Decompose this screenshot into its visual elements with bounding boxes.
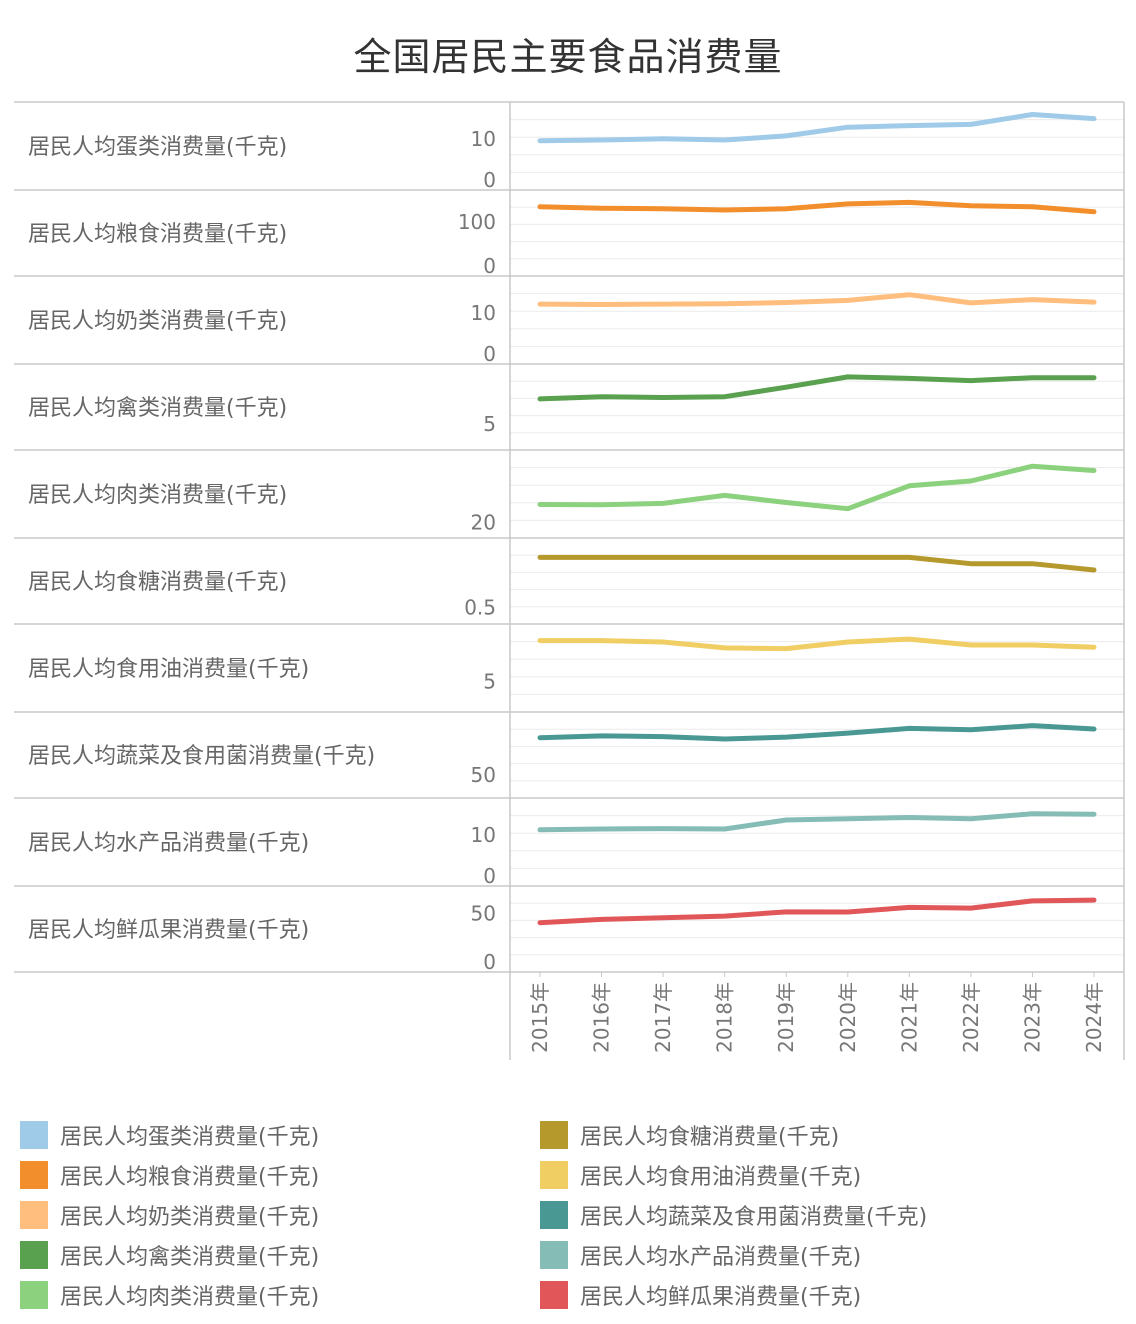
- x-tick-label: 2021年: [897, 982, 921, 1053]
- row-label: 居民人均食用油消费量(千克): [28, 657, 309, 682]
- y-tick-label: 10: [471, 127, 496, 151]
- legend-label: 居民人均蛋类消费量(千克): [60, 1125, 320, 1150]
- legend-item[interactable]: 居民人均鲜瓜果消费量(千克): [540, 1278, 861, 1312]
- series-line: [537, 811, 1097, 833]
- series-line: [537, 112, 1097, 144]
- y-tick-label: 0: [483, 950, 496, 974]
- y-tick-label: 0.5: [464, 596, 496, 620]
- chart-title: 全国居民主要食品消费量: [353, 35, 783, 79]
- legend-label: 居民人均肉类消费量(千克): [60, 1285, 320, 1310]
- x-tick-label: 2020年: [836, 982, 860, 1053]
- legend-label: 居民人均水产品消费量(千克): [580, 1245, 862, 1270]
- y-tick-label: 20: [471, 510, 496, 534]
- legend-item[interactable]: 居民人均肉类消费量(千克): [20, 1278, 319, 1312]
- small-multiples-line-chart: 居民人均蛋类消费量(千克)010居民人均粮食消费量(千克)0100居民人均奶类消…: [14, 101, 1125, 1060]
- legend-item[interactable]: 居民人均禽类消费量(千克): [20, 1238, 319, 1272]
- legend-item[interactable]: 居民人均奶类消费量(千克): [20, 1198, 319, 1232]
- x-tick-label: 2018年: [713, 982, 737, 1053]
- y-tick-label: 0: [483, 342, 496, 366]
- x-tick-label: 2023年: [1020, 982, 1044, 1053]
- series-line: [537, 723, 1097, 742]
- legend-label: 居民人均禽类消费量(千克): [60, 1245, 320, 1270]
- row-label: 居民人均肉类消费量(千克): [28, 483, 287, 508]
- row-label: 居民人均禽类消费量(千克): [28, 396, 287, 421]
- x-tick-label: 2015年: [528, 982, 552, 1053]
- legend-item[interactable]: 居民人均蔬菜及食用菌消费量(千克): [540, 1198, 927, 1232]
- legend-swatch: [540, 1161, 568, 1189]
- legend-label: 居民人均鲜瓜果消费量(千克): [580, 1285, 862, 1310]
- legend-label: 居民人均食用油消费量(千克): [580, 1165, 862, 1190]
- series-line: [537, 463, 1097, 512]
- legend: 居民人均蛋类消费量(千克) 居民人均粮食消费量(千克) 居民人均奶类消费量(千克) 居…: [0, 1118, 1136, 1318]
- legend-swatch: [540, 1241, 568, 1269]
- legend-item[interactable]: 居民人均水产品消费量(千克): [540, 1238, 861, 1272]
- legend-swatch: [20, 1161, 48, 1189]
- row-label: 居民人均鲜瓜果消费量(千克): [28, 918, 309, 943]
- row-label: 居民人均粮食消费量(千克): [28, 222, 287, 247]
- legend-swatch: [540, 1281, 568, 1309]
- y-tick-label: 5: [483, 412, 496, 436]
- row-label: 居民人均奶类消费量(千克): [28, 309, 287, 334]
- y-tick-label: 50: [471, 763, 496, 787]
- y-tick-label: 0: [483, 864, 496, 888]
- row-label: 居民人均蔬菜及食用菌消费量(千克): [28, 744, 375, 769]
- series-line: [537, 292, 1097, 307]
- y-tick-label: 50: [471, 901, 496, 925]
- y-tick-label: 10: [471, 301, 496, 325]
- x-tick-label: 2019年: [774, 982, 798, 1053]
- x-tick-label: 2016年: [590, 982, 614, 1053]
- legend-item[interactable]: 居民人均食糖消费量(千克): [540, 1118, 839, 1152]
- legend-swatch: [540, 1121, 568, 1149]
- legend-swatch: [20, 1121, 48, 1149]
- legend-swatch: [20, 1281, 48, 1309]
- x-tick-label: 2022年: [959, 982, 983, 1053]
- series-line: [537, 374, 1097, 402]
- y-tick-label: 5: [483, 670, 496, 694]
- series-line: [537, 636, 1097, 652]
- x-tick-label: 2024年: [1082, 982, 1106, 1053]
- y-tick-label: 0: [483, 168, 496, 192]
- legend-label: 居民人均粮食消费量(千克): [60, 1165, 320, 1190]
- legend-label: 居民人均蔬菜及食用菌消费量(千克): [580, 1205, 928, 1230]
- row-label: 居民人均水产品消费量(千克): [28, 831, 309, 856]
- legend-item[interactable]: 居民人均蛋类消费量(千克): [20, 1118, 319, 1152]
- x-tick-label: 2017年: [651, 982, 675, 1053]
- legend-swatch: [20, 1201, 48, 1229]
- y-tick-label: 10: [471, 823, 496, 847]
- series-line: [537, 554, 1097, 573]
- series-line: [537, 897, 1097, 926]
- legend-item[interactable]: 居民人均食用油消费量(千克): [540, 1158, 861, 1192]
- row-label: 居民人均食糖消费量(千克): [28, 570, 287, 595]
- legend-swatch: [540, 1201, 568, 1229]
- legend-item[interactable]: 居民人均粮食消费量(千克): [20, 1158, 319, 1192]
- legend-label: 居民人均食糖消费量(千克): [580, 1125, 840, 1150]
- legend-label: 居民人均奶类消费量(千克): [60, 1205, 320, 1230]
- legend-swatch: [20, 1241, 48, 1269]
- row-label: 居民人均蛋类消费量(千克): [28, 135, 287, 160]
- y-tick-label: 0: [483, 254, 496, 278]
- y-tick-label: 100: [458, 210, 496, 234]
- series-line: [537, 199, 1097, 215]
